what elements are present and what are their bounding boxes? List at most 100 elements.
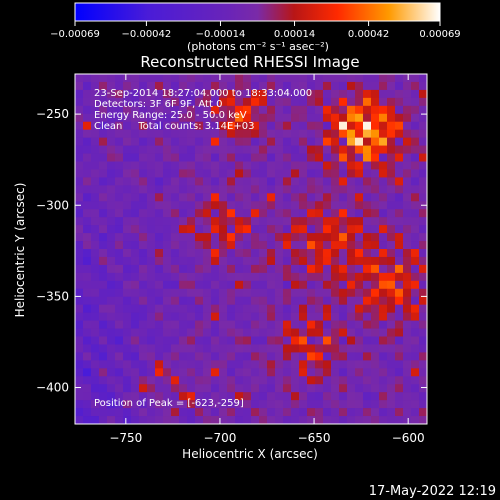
heatmap-cell [123,344,132,353]
heatmap-cell [275,89,284,99]
heatmap-cell [387,129,396,138]
heatmap-cell [331,352,340,361]
heatmap-cell [267,280,276,290]
heatmap-cell [179,288,188,298]
heatmap-cell [99,121,108,130]
heatmap-cell [259,185,268,194]
heatmap-cell [115,272,124,282]
heatmap-cell [267,233,276,242]
heatmap-cell [419,304,427,313]
heatmap-cell [363,320,372,329]
heatmap-cell [363,201,372,210]
heatmap-cell [195,416,204,424]
colorbar-tick-label: 0.00069 [419,29,460,40]
heatmap-cell [211,416,220,424]
heatmap-cell [339,416,348,424]
heatmap-cell [259,137,268,146]
heatmap-cell [115,368,124,377]
heatmap-cell [187,201,196,210]
heatmap-cell [411,296,420,305]
heatmap-cell [195,137,204,146]
heatmap-cell [331,233,340,242]
heatmap-cell [371,408,380,417]
heatmap-cell [379,312,388,321]
heatmap-cell [139,384,148,393]
heatmap-cell [251,384,260,393]
heatmap-cell [99,89,108,99]
heatmap-cell [323,209,332,218]
heatmap-cell [227,408,236,417]
heatmap-cell [123,169,132,178]
heatmap-cell [403,288,412,298]
heatmap-cell [403,368,412,377]
heatmap-cell [147,137,156,146]
heatmap-cell [99,209,108,218]
heatmap-cell [371,81,380,91]
heatmap-cell [339,74,348,83]
heatmap-cell [155,400,164,409]
heatmap-cell [291,241,300,250]
heatmap-cell [139,113,148,123]
heatmap-cell [403,328,412,337]
heatmap-cell [139,105,148,115]
heatmap-cell [187,288,196,298]
heatmap-cells [75,74,427,424]
heatmap-cell [179,344,188,353]
heatmap-cell [91,360,100,369]
heatmap-cell [411,336,420,345]
heatmap-cell [171,193,180,202]
heatmap-cell [323,296,332,305]
heatmap-cell [299,129,308,138]
heatmap-cell [171,217,180,226]
heatmap-cell [155,97,164,107]
heatmap-cell [387,177,396,186]
heatmap-cell [347,344,356,353]
heatmap-cell [195,217,204,226]
y-axis-label: Heliocentric Y (arcsec) [13,183,27,318]
heatmap-cell [259,97,268,107]
heatmap-cell [115,249,124,258]
heatmap-cell [347,304,356,313]
heatmap-cell [195,233,204,242]
heatmap-cell [235,74,244,83]
heatmap-cell [107,320,116,329]
heatmap-cell [371,145,380,154]
heatmap-cell [347,81,356,91]
heatmap-cell [91,193,100,202]
heatmap-cell [395,105,404,115]
heatmap-cell [403,408,412,417]
heatmap-cell [219,280,228,290]
heatmap-cell [235,408,244,417]
heatmap-cell [379,169,388,178]
heatmap-cell [267,129,276,138]
heatmap-cell [163,264,172,274]
heatmap-cell [403,137,412,146]
x-tick-label: −650 [298,431,331,445]
heatmap-cell [163,185,172,194]
heatmap-cell [363,81,372,91]
heatmap-cell [171,137,180,146]
heatmap-cell [195,169,204,178]
heatmap-cell [243,185,252,194]
heatmap-cell [203,328,212,337]
heatmap-cell [395,376,404,385]
heatmap-cell [131,161,140,170]
heatmap-cell [235,384,244,393]
heatmap-cell [307,336,316,345]
heatmap-cell [251,81,260,91]
heatmap-cell [275,288,284,298]
heatmap-cell [203,137,212,146]
heatmap-cell [115,360,124,369]
heatmap-cell [251,344,260,353]
heatmap-cell [283,185,292,194]
heatmap-cell [283,145,292,154]
heatmap-cell [267,209,276,218]
heatmap-cell [307,145,316,154]
heatmap-cell [123,416,132,424]
heatmap-cell [107,360,116,369]
heatmap-cell [251,121,260,130]
heatmap-cell [219,272,228,282]
heatmap-cell [347,121,356,130]
heatmap-cell [91,400,100,409]
heatmap-cell [331,360,340,369]
